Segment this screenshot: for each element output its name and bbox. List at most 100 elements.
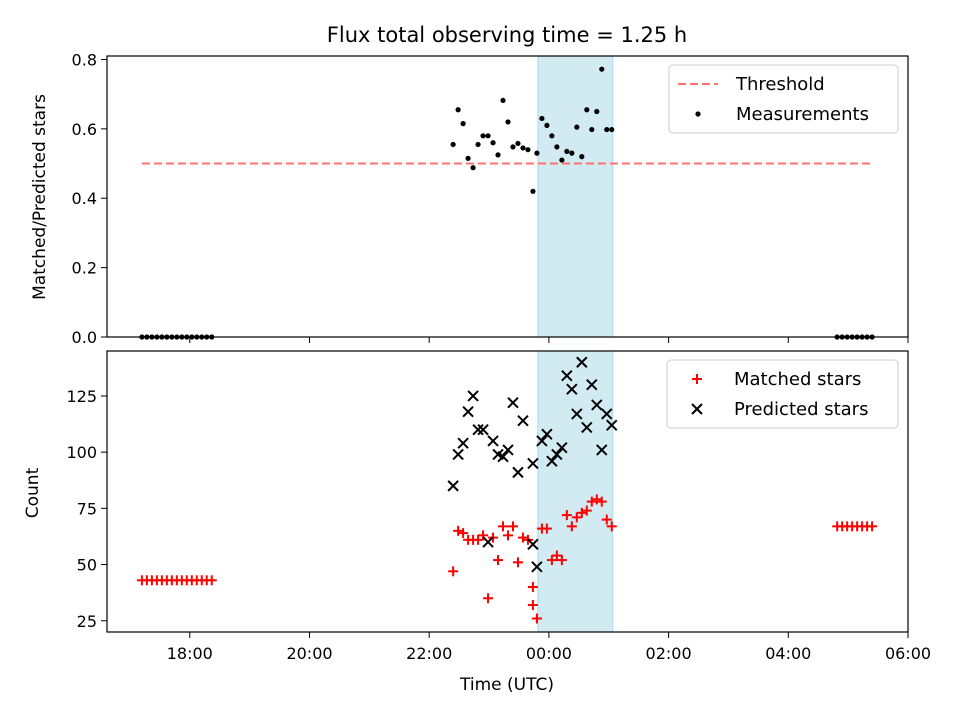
predicted-point-b bbox=[566, 383, 578, 395]
matched-point bbox=[507, 521, 518, 532]
x-tick-label-1: 20:00 bbox=[286, 644, 332, 663]
measurement-point bbox=[500, 97, 506, 104]
matched-point bbox=[517, 532, 528, 543]
measurement-point bbox=[495, 152, 501, 158]
x-axis-label: Time (UTC) bbox=[459, 675, 554, 695]
measurement-point bbox=[539, 115, 545, 122]
matched-point bbox=[581, 505, 592, 516]
measurement-point bbox=[594, 108, 600, 115]
matched-point bbox=[493, 555, 504, 566]
matched-point bbox=[566, 521, 577, 532]
predicted-point-b bbox=[512, 466, 524, 479]
bottom-y-tick-label-2: 75 bbox=[77, 499, 97, 518]
predicted-point bbox=[447, 480, 459, 492]
predicted-point bbox=[512, 466, 524, 479]
measurement-point bbox=[589, 126, 595, 133]
predicted-point-b bbox=[492, 448, 504, 461]
predicted-point-b bbox=[472, 423, 484, 436]
predicted-point bbox=[566, 383, 578, 395]
bottom-observing-span bbox=[537, 351, 613, 632]
x-tick-label-4: 02:00 bbox=[646, 644, 692, 663]
measurement-point bbox=[455, 107, 461, 113]
bottom-y-tick-label-4: 125 bbox=[66, 387, 97, 406]
measurement-point bbox=[569, 150, 575, 156]
measurement-point bbox=[480, 133, 486, 139]
predicted-point bbox=[487, 435, 499, 447]
matched-point bbox=[591, 494, 602, 505]
measurement-point bbox=[599, 66, 605, 72]
matched-point bbox=[448, 566, 459, 577]
predicted-point-b bbox=[591, 399, 603, 411]
predicted-point-b bbox=[467, 390, 479, 402]
measurement-point bbox=[485, 133, 491, 139]
measurement-point bbox=[604, 126, 610, 133]
predicted-point-b bbox=[447, 480, 459, 492]
matched-point bbox=[498, 521, 509, 532]
x-tick-label-2: 22:00 bbox=[406, 644, 452, 663]
predicted-point-b bbox=[546, 455, 558, 467]
predicted-point bbox=[457, 437, 469, 449]
x-tick-label-3: 00:00 bbox=[526, 644, 572, 663]
matched-point bbox=[576, 507, 587, 518]
predicted-point-b bbox=[507, 396, 519, 409]
measurement-point bbox=[460, 121, 466, 127]
bottom-legend: Matched stars Predicted stars bbox=[666, 359, 899, 429]
measurement-point bbox=[510, 144, 516, 150]
top-y-tick-label-1: 0.2 bbox=[72, 259, 97, 278]
top-y-tick-label-4: 0.8 bbox=[72, 50, 97, 69]
predicted-point-b bbox=[601, 408, 613, 420]
predicted-point bbox=[561, 370, 573, 382]
predicted-point bbox=[541, 428, 553, 440]
measurement-point bbox=[609, 126, 615, 133]
predicted-point-b bbox=[527, 457, 539, 470]
predicted-point bbox=[556, 441, 568, 454]
predicted-point-b bbox=[551, 448, 563, 461]
measurement-point bbox=[544, 122, 550, 128]
x-tick-label-0: 18:00 bbox=[167, 644, 213, 663]
predicted-point-b bbox=[596, 444, 608, 456]
bottom-y-axis-label: Count bbox=[23, 467, 43, 518]
measurement-point bbox=[465, 155, 471, 161]
top-legend-box bbox=[668, 64, 899, 134]
predicted-point bbox=[596, 444, 608, 456]
measurement-point bbox=[475, 141, 481, 148]
predicted-point-b bbox=[556, 441, 568, 454]
bottom-y-tick-label-1: 50 bbox=[77, 556, 97, 575]
predicted-point-b bbox=[482, 536, 494, 548]
legend-predicted-label: Predicted stars bbox=[734, 399, 868, 420]
legend-threshold-label: Threshold bbox=[735, 74, 825, 95]
matched-point bbox=[561, 510, 572, 521]
predicted-point bbox=[606, 419, 618, 431]
predicted-point-b bbox=[531, 561, 543, 573]
top-panel: 0.0 0.2 0.4 0.6 0.8 Threshold Measurements bbox=[72, 50, 909, 347]
matched-point bbox=[473, 534, 484, 545]
top-y-tick-label-2: 0.4 bbox=[72, 189, 97, 208]
matched-point bbox=[502, 530, 513, 541]
top-panel-frame bbox=[106, 55, 909, 338]
bottom-legend-box bbox=[666, 359, 899, 429]
predicted-point-b bbox=[606, 419, 618, 431]
matched-point bbox=[512, 557, 523, 568]
bottom-panel-frame bbox=[106, 350, 909, 633]
matched-point bbox=[556, 555, 567, 566]
predicted-point-b bbox=[536, 435, 548, 447]
matched-point bbox=[551, 550, 562, 561]
measurement-point bbox=[584, 107, 590, 113]
predicted-point-b bbox=[541, 428, 553, 440]
predicted-point bbox=[517, 414, 529, 427]
predicted-point bbox=[531, 561, 543, 573]
matched-point bbox=[586, 496, 597, 507]
measurement-point bbox=[534, 150, 540, 156]
top-observing-span bbox=[537, 56, 613, 337]
matched-point bbox=[483, 593, 494, 604]
matched-point bbox=[478, 530, 489, 541]
predicted-point-b bbox=[571, 408, 583, 420]
predicted-point-b bbox=[487, 435, 499, 447]
bottom-y-tick-label-3: 100 bbox=[66, 443, 97, 462]
legend-matched-label: Matched stars bbox=[734, 369, 861, 390]
measurement-point bbox=[450, 141, 456, 148]
predicted-point bbox=[477, 423, 489, 436]
predicted-point-b bbox=[581, 421, 593, 434]
measurement-point bbox=[564, 148, 570, 155]
